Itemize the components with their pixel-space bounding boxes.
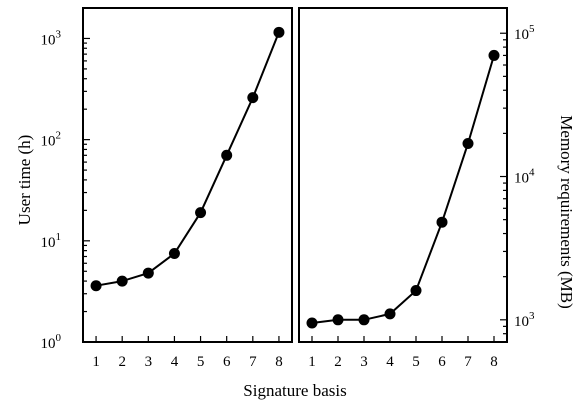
left-series-line (95, 31, 280, 287)
left-x-tick-label: 1 (92, 354, 100, 370)
right-y-axis-label: Memory requirements (MB) (557, 115, 576, 309)
x-axis-label: Signature basis (243, 381, 346, 400)
left-x-tick-label: 3 (145, 354, 153, 370)
right-x-tick-label: 7 (464, 354, 472, 370)
right-x-tick-label: 5 (412, 354, 420, 370)
right-series-line (311, 55, 495, 324)
left-data-point (273, 26, 285, 38)
left-data-point (221, 149, 233, 161)
left-data-point (116, 275, 128, 287)
right-data-point (488, 49, 500, 61)
right-x-tick-label: 1 (308, 354, 316, 370)
left-y-tick-label: 100 (41, 332, 62, 352)
right-data-point (332, 314, 344, 326)
left-x-tick-label: 7 (249, 354, 257, 370)
right-y-tick-label: 105 (514, 23, 535, 43)
right-x-tick-label: 8 (490, 354, 498, 370)
left-x-tick-label: 6 (223, 354, 231, 370)
right-data-point (410, 285, 422, 297)
right-x-tick-label: 3 (360, 354, 368, 370)
left-data-point (90, 280, 102, 292)
left-x-tick-label: 8 (275, 354, 283, 370)
left-data-point (195, 207, 207, 219)
left-plot-frame (82, 7, 293, 343)
right-y-tick-label: 103 (514, 310, 535, 330)
left-data-point (247, 92, 259, 104)
left-data-point (142, 267, 154, 279)
left-x-tick-label: 4 (171, 354, 179, 370)
left-x-tick-label: 2 (118, 354, 126, 370)
right-y-tick-label: 104 (514, 167, 535, 187)
right-x-tick-label: 2 (334, 354, 342, 370)
right-plot-frame (298, 7, 508, 343)
left-y-axis-label: User time (h) (15, 135, 34, 226)
right-data-point (436, 216, 448, 228)
right-x-tick-label: 4 (386, 354, 394, 370)
left-y-tick-label: 103 (41, 28, 62, 48)
panel-memory: 1 2 3 4 5 6 7 8 103 104 105 (298, 7, 535, 370)
right-x-tick-label: 6 (438, 354, 446, 370)
panel-user-time: 1 2 3 4 5 6 7 8 100 101 102 103 (41, 7, 293, 370)
right-data-point (384, 308, 396, 320)
left-y-tick-label: 102 (41, 130, 62, 150)
right-data-point (462, 137, 474, 149)
right-data-point (358, 314, 370, 326)
left-data-point (168, 247, 180, 259)
left-y-tick-label: 101 (41, 231, 62, 251)
right-data-point (306, 317, 318, 329)
left-x-tick-label: 5 (197, 354, 205, 370)
